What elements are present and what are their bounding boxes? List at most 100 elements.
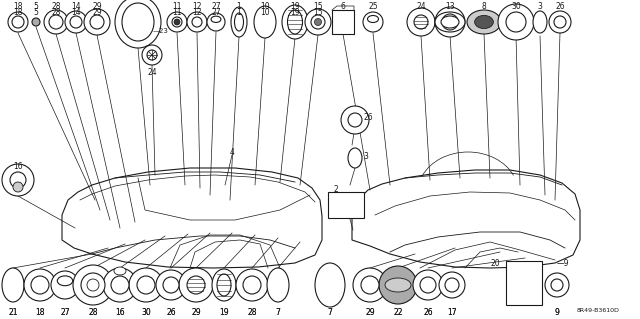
Text: 18: 18 <box>13 2 23 11</box>
Circle shape <box>163 277 179 293</box>
Text: 4: 4 <box>230 148 234 157</box>
Ellipse shape <box>58 276 73 286</box>
Text: 13: 13 <box>445 2 455 11</box>
Circle shape <box>445 278 459 292</box>
Circle shape <box>70 16 82 28</box>
Text: 29: 29 <box>191 308 201 317</box>
Circle shape <box>243 276 261 294</box>
Text: 17: 17 <box>447 308 457 317</box>
Text: 10: 10 <box>260 2 270 11</box>
Text: 18: 18 <box>35 308 45 317</box>
Circle shape <box>103 268 137 302</box>
Text: 10: 10 <box>260 8 270 17</box>
Circle shape <box>12 16 24 28</box>
Circle shape <box>498 4 534 40</box>
Circle shape <box>363 12 383 32</box>
Text: 26: 26 <box>166 308 176 317</box>
Text: 9: 9 <box>555 308 559 317</box>
Text: 14: 14 <box>71 8 81 17</box>
Text: 28: 28 <box>51 2 61 11</box>
Circle shape <box>361 276 379 294</box>
Text: 17: 17 <box>447 308 457 317</box>
Ellipse shape <box>114 267 126 275</box>
Text: 28: 28 <box>88 308 98 317</box>
Circle shape <box>90 15 104 29</box>
Text: 19: 19 <box>290 2 300 11</box>
Circle shape <box>506 12 526 32</box>
Text: 20: 20 <box>490 259 500 268</box>
Ellipse shape <box>287 10 303 34</box>
Ellipse shape <box>231 7 247 37</box>
Text: 25: 25 <box>368 2 378 11</box>
Text: —9: —9 <box>557 259 570 268</box>
Circle shape <box>142 45 162 65</box>
Text: 16: 16 <box>115 308 125 317</box>
Text: 8R49-B3610D: 8R49-B3610D <box>577 308 620 313</box>
Ellipse shape <box>2 268 24 302</box>
Circle shape <box>439 272 465 298</box>
Ellipse shape <box>267 268 289 302</box>
Ellipse shape <box>467 10 501 34</box>
Text: 30: 30 <box>141 308 151 317</box>
Text: 24: 24 <box>416 2 426 11</box>
Ellipse shape <box>254 6 276 38</box>
Circle shape <box>353 268 387 302</box>
Circle shape <box>156 270 186 300</box>
FancyBboxPatch shape <box>332 10 354 34</box>
Circle shape <box>129 268 163 302</box>
Text: 28: 28 <box>88 308 98 317</box>
Ellipse shape <box>217 274 231 296</box>
Text: —23: —23 <box>153 28 169 34</box>
Circle shape <box>179 268 213 302</box>
Circle shape <box>147 50 157 60</box>
Ellipse shape <box>475 15 493 29</box>
Circle shape <box>435 7 465 37</box>
Text: 3: 3 <box>538 2 543 11</box>
Text: 27: 27 <box>211 2 221 11</box>
Text: 30: 30 <box>141 308 151 317</box>
Text: 29: 29 <box>92 2 102 11</box>
Text: 27: 27 <box>60 308 70 317</box>
Circle shape <box>137 276 155 294</box>
Text: 28: 28 <box>247 308 257 317</box>
Circle shape <box>187 276 205 294</box>
Text: 16: 16 <box>13 162 23 171</box>
Circle shape <box>51 271 79 299</box>
Circle shape <box>65 11 87 33</box>
Ellipse shape <box>282 5 308 39</box>
Ellipse shape <box>115 0 161 48</box>
Circle shape <box>49 15 63 29</box>
Text: 14: 14 <box>71 2 81 11</box>
Text: 27: 27 <box>211 8 221 17</box>
Text: 29: 29 <box>191 308 201 317</box>
Text: 21: 21 <box>8 308 18 317</box>
Text: 22: 22 <box>393 308 403 317</box>
Text: 7: 7 <box>276 308 280 317</box>
Ellipse shape <box>367 16 378 23</box>
Text: 21: 21 <box>8 308 18 317</box>
Circle shape <box>8 12 28 32</box>
Circle shape <box>407 8 435 36</box>
Circle shape <box>10 172 26 188</box>
Ellipse shape <box>385 278 411 292</box>
Ellipse shape <box>212 269 236 301</box>
Circle shape <box>311 15 325 29</box>
Circle shape <box>44 10 68 34</box>
Circle shape <box>187 12 207 32</box>
Ellipse shape <box>441 16 459 28</box>
Circle shape <box>420 277 436 293</box>
Text: 7: 7 <box>328 308 332 317</box>
Text: 6: 6 <box>340 2 346 11</box>
Circle shape <box>31 276 49 294</box>
Circle shape <box>84 9 110 35</box>
Text: 5: 5 <box>33 2 38 11</box>
Circle shape <box>13 182 23 192</box>
Circle shape <box>2 164 34 196</box>
Circle shape <box>24 269 56 301</box>
Text: 19: 19 <box>290 8 300 17</box>
Circle shape <box>87 279 99 291</box>
Text: 7: 7 <box>276 308 280 317</box>
Text: 11: 11 <box>172 2 182 11</box>
Text: 15: 15 <box>313 8 323 17</box>
Ellipse shape <box>348 148 362 168</box>
